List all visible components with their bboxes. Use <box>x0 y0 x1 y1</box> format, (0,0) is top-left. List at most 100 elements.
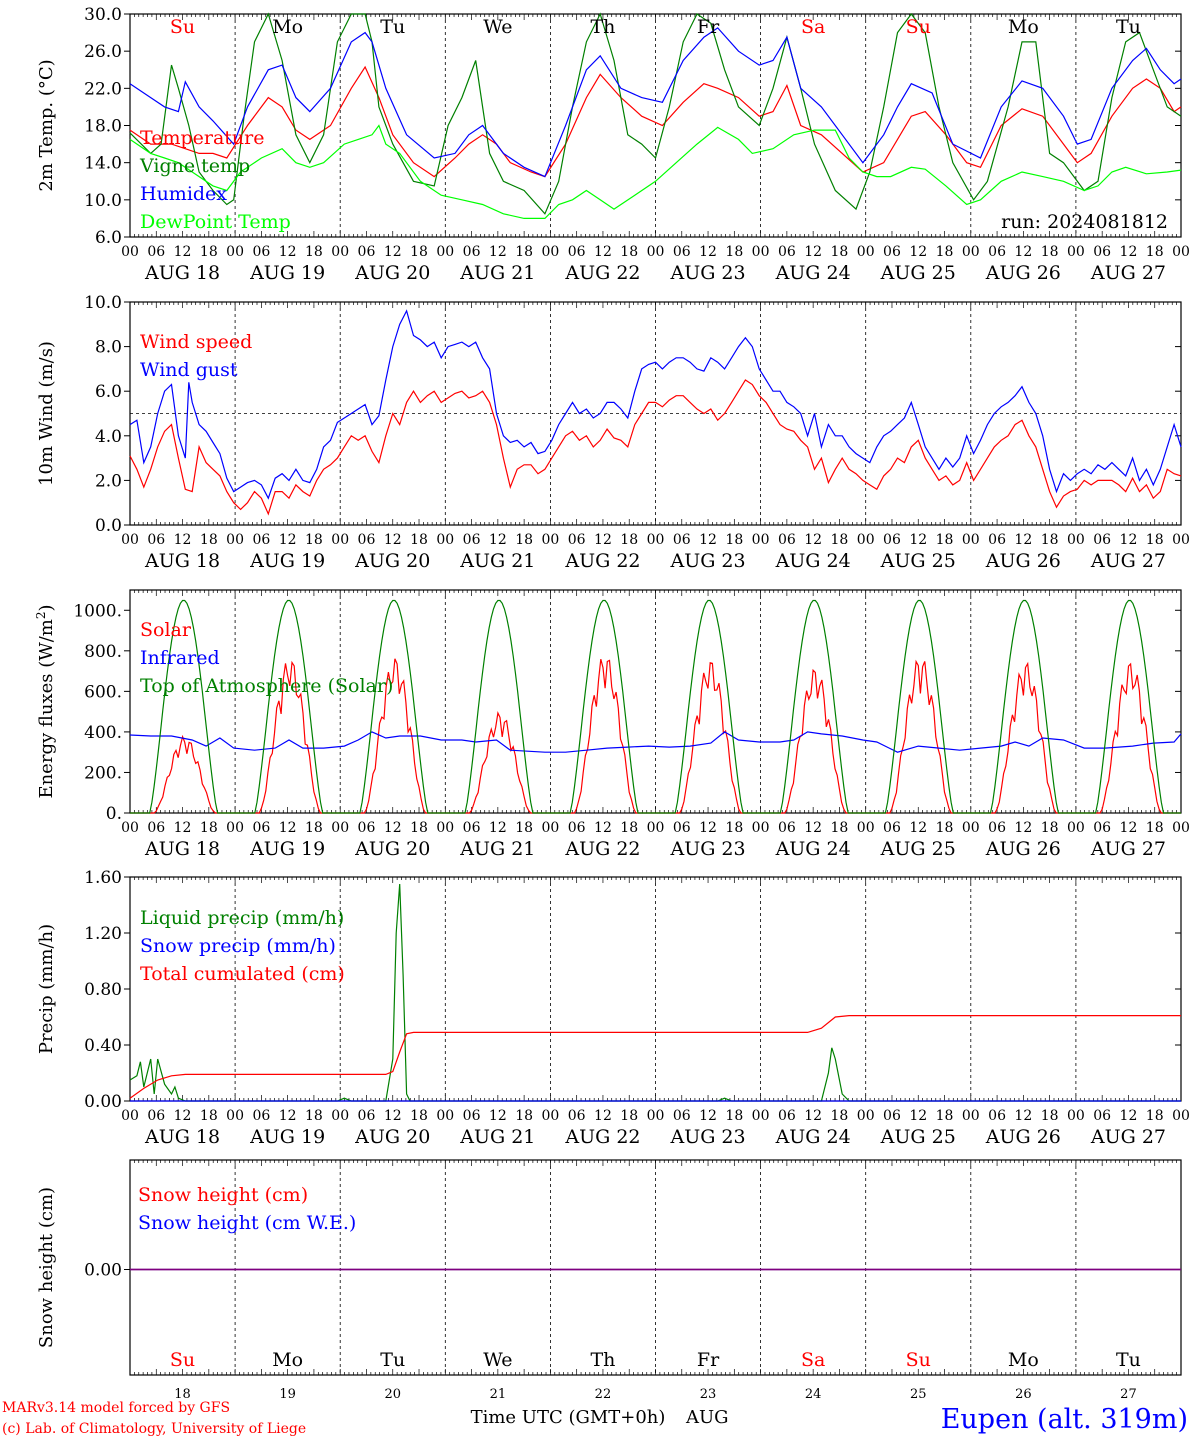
hour-tick-label: 06 <box>147 820 165 836</box>
hour-tick-label: 18 <box>200 532 218 548</box>
date-label: AUG 24 <box>775 550 851 572</box>
hour-tick-label: 00 <box>962 1108 980 1124</box>
y-tick-label: 14.0 <box>84 154 122 174</box>
date-label: AUG 21 <box>459 262 535 284</box>
hour-tick-label: 12 <box>279 820 297 836</box>
hour-tick-label: 12 <box>699 532 717 548</box>
date-label: AUG 18 <box>144 1126 220 1148</box>
hour-tick-label: 06 <box>568 1108 586 1124</box>
hour-tick-label: 12 <box>279 1108 297 1124</box>
hour-tick-label: 00 <box>1172 1108 1190 1124</box>
hour-tick-label: 12 <box>804 1108 822 1124</box>
hour-tick-label: 18 <box>515 244 533 260</box>
date-label: AUG 24 <box>775 1126 851 1148</box>
hour-tick-label: 06 <box>358 820 376 836</box>
hour-tick-label: 06 <box>1093 532 1111 548</box>
hour-tick-label: 00 <box>331 532 349 548</box>
y-tick-label: 2.0 <box>95 471 122 491</box>
weekday-label: Su <box>906 1349 931 1371</box>
hour-tick-label: 12 <box>909 1108 927 1124</box>
hour-tick-label: 12 <box>699 1108 717 1124</box>
legend-entry: Infrared <box>140 647 220 669</box>
hour-tick-label: 18 <box>515 820 533 836</box>
y-tick-label: 26.0 <box>84 42 122 62</box>
hour-tick-label: 00 <box>121 532 139 548</box>
y-axis-title: 2m Temp. (°C) <box>36 59 57 191</box>
footer-model: MARv3.14 model forced by GFS <box>2 1400 230 1416</box>
weekday-label: Fr <box>697 16 720 38</box>
hour-tick-label: 00 <box>121 1108 139 1124</box>
hour-tick-label: 18 <box>515 532 533 548</box>
hour-tick-label: 18 <box>200 820 218 836</box>
series-line-humidex <box>129 27 1182 178</box>
legend-entry: Snow height (cm) <box>138 1184 308 1206</box>
hour-tick-label: 06 <box>358 244 376 260</box>
hour-tick-label: 06 <box>883 820 901 836</box>
date-label: AUG 25 <box>880 262 956 284</box>
legend-entry: Snow height (cm W.E.) <box>138 1212 356 1234</box>
hour-tick-label: 18 <box>620 244 638 260</box>
hour-tick-label: 12 <box>279 244 297 260</box>
hour-tick-label: 18 <box>936 532 954 548</box>
hour-tick-label: 18 <box>1146 820 1164 836</box>
hour-tick-label: 18 <box>725 820 743 836</box>
y-tick-label: 0.00 <box>84 1261 122 1281</box>
hour-tick-label: 12 <box>909 532 927 548</box>
hour-tick-label: 18 <box>1146 1108 1164 1124</box>
weekday-label: Mo <box>1008 16 1039 38</box>
hour-tick-label: 18 <box>620 532 638 548</box>
hour-tick-label: 06 <box>147 244 165 260</box>
weekday-label: Fr <box>697 1349 720 1371</box>
legend-entry: Wind gust <box>140 359 238 381</box>
hour-tick-label: 12 <box>489 244 507 260</box>
date-label: AUG 24 <box>775 262 851 284</box>
y-tick-label: 0.80 <box>84 980 122 1000</box>
y-tick-label: 0. <box>106 804 122 824</box>
date-label: AUG 18 <box>144 262 220 284</box>
hour-tick-label: 06 <box>463 820 481 836</box>
legend-entry: Top of Atmosphere (Solar) <box>140 675 393 697</box>
series-line-infrared <box>129 731 1182 753</box>
hour-tick-label: 06 <box>463 532 481 548</box>
hour-tick-label: 00 <box>1067 1108 1085 1124</box>
hour-tick-label: 00 <box>1172 820 1190 836</box>
hour-tick-label: 00 <box>752 1108 770 1124</box>
hour-tick-label: 12 <box>384 532 402 548</box>
y-tick-label: 600. <box>84 682 122 702</box>
hour-tick-label: 18 <box>200 244 218 260</box>
y-tick-label: 1.60 <box>84 868 122 888</box>
date-label: AUG 26 <box>985 838 1061 860</box>
series-line-wind-speed <box>129 379 1182 516</box>
date-label: AUG 19 <box>249 262 325 284</box>
weekday-label: Mo <box>1008 1349 1039 1371</box>
date-label: AUG 26 <box>985 1126 1061 1148</box>
y-tick-label: 1000. <box>73 601 122 621</box>
date-label: AUG 21 <box>459 550 535 572</box>
hour-tick-label: 00 <box>962 532 980 548</box>
day-number-label: 23 <box>700 1387 717 1402</box>
hour-tick-label: 12 <box>384 1108 402 1124</box>
hour-tick-label: 18 <box>936 820 954 836</box>
hour-tick-label: 12 <box>594 820 612 836</box>
date-label: AUG 19 <box>249 550 325 572</box>
hour-tick-label: 00 <box>331 1108 349 1124</box>
hour-tick-label: 12 <box>174 820 192 836</box>
day-number-label: 22 <box>595 1387 612 1402</box>
y-tick-label: 0.00 <box>84 1092 122 1112</box>
weekday-label: Tu <box>380 1349 405 1371</box>
hour-tick-label: 00 <box>331 244 349 260</box>
hour-tick-label: 18 <box>305 1108 323 1124</box>
hour-tick-label: 00 <box>1172 532 1190 548</box>
date-label: AUG 27 <box>1090 550 1166 572</box>
hour-tick-label: 12 <box>174 244 192 260</box>
hour-tick-label: 00 <box>1067 244 1085 260</box>
legend-entry: Snow precip (mm/h) <box>140 935 336 957</box>
day-number-label: 19 <box>279 1387 296 1402</box>
hour-tick-label: 18 <box>1041 1108 1059 1124</box>
hour-tick-label: 06 <box>252 532 270 548</box>
hour-tick-label: 12 <box>489 532 507 548</box>
legend-entry: Wind speed <box>140 331 252 353</box>
hour-tick-label: 12 <box>384 820 402 836</box>
hour-tick-label: 12 <box>489 820 507 836</box>
hour-tick-label: 00 <box>226 820 244 836</box>
